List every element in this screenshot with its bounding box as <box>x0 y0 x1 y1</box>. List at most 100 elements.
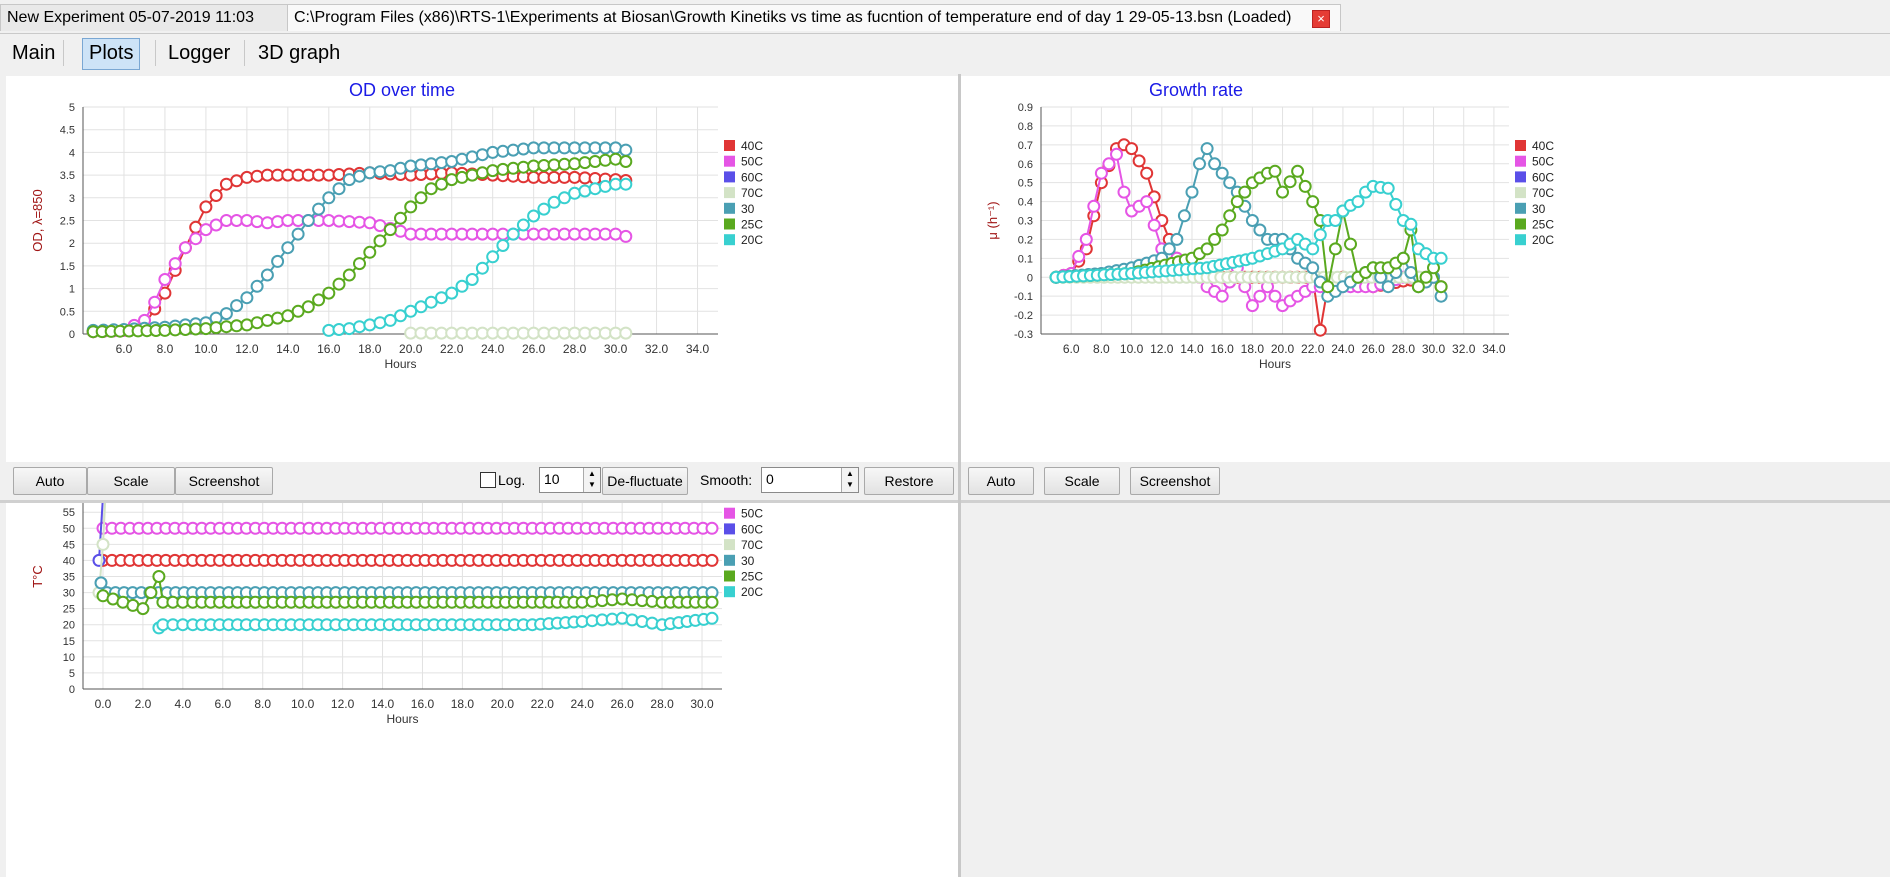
od-over-time-chart: OD over time Hours OD, λ=850 6.0 8.0 10.0 12.0… <box>30 80 763 371</box>
data-point <box>516 218 530 232</box>
data-point <box>260 313 274 327</box>
close-icon[interactable]: × <box>1312 10 1330 28</box>
legend-swatch <box>724 586 735 598</box>
data-point <box>291 227 305 241</box>
legend-swatch <box>1515 234 1526 246</box>
log-base-stepper[interactable]: ▲▼ <box>539 467 601 493</box>
stepper-arrows-icon[interactable]: ▲ ▼ <box>841 468 858 492</box>
menu-main[interactable]: Main <box>12 42 56 64</box>
data-point <box>373 165 387 179</box>
legend-label: 25C <box>1532 218 1554 232</box>
vertical-splitter[interactable] <box>958 74 961 877</box>
x-tick-label: 10.0 <box>291 697 315 711</box>
data-point <box>1079 232 1093 246</box>
data-point <box>537 202 551 216</box>
data-point <box>404 159 418 173</box>
legend-swatch <box>724 554 735 566</box>
x-tick-label: 18.0 <box>358 342 382 356</box>
data-point <box>465 168 479 182</box>
x-tick-label: 12.0 <box>331 697 355 711</box>
data-point <box>1381 181 1395 195</box>
smooth-input[interactable] <box>762 468 828 490</box>
data-point <box>445 173 459 187</box>
y-tick-label: 45 <box>63 539 75 551</box>
data-point <box>230 299 244 313</box>
y-tick-label: 0.5 <box>60 306 75 318</box>
screenshot-button[interactable]: Screenshot <box>1130 467 1220 495</box>
data-point <box>1223 209 1237 223</box>
data-point <box>1419 270 1433 284</box>
data-point <box>96 537 110 551</box>
data-point <box>1200 142 1214 156</box>
x-tick-label: 26.0 <box>1361 342 1385 356</box>
auto-button[interactable]: Auto <box>968 467 1034 495</box>
legend-swatch <box>724 218 735 230</box>
data-point <box>1208 232 1222 246</box>
chart-title: Growth rate <box>1149 80 1243 100</box>
legend-label: 30 <box>1532 202 1546 216</box>
data-point <box>578 184 592 198</box>
data-point <box>1245 299 1259 313</box>
data-point <box>475 148 489 162</box>
x-tick-label: 30.0 <box>604 342 628 356</box>
scale-button[interactable]: Scale <box>1044 467 1120 495</box>
data-point <box>609 152 623 166</box>
smooth-stepper[interactable]: ▲▼ <box>761 467 859 493</box>
data-point <box>332 277 346 291</box>
empty-plot-area <box>961 503 1890 877</box>
x-tick-label: 18.0 <box>1241 342 1265 356</box>
data-point <box>383 164 397 178</box>
menu-divider <box>244 40 245 66</box>
legend-swatch <box>724 539 735 551</box>
horizontal-splitter[interactable] <box>0 500 1890 503</box>
x-tick-label: 24.0 <box>1331 342 1355 356</box>
x-tick-label: 28.0 <box>650 697 674 711</box>
growth-rate-chart-panel: Growth rate Hours μ (h⁻¹) 6.0 8.0 10.0 12.0 14.… <box>961 76 1890 462</box>
menu-plots[interactable]: Plots <box>82 38 141 70</box>
menu-3d-graph[interactable]: 3D graph <box>258 42 341 64</box>
log-checkbox[interactable] <box>480 472 496 488</box>
tab-loaded-experiment[interactable]: C:\Program Files (x86)\RTS-1\Experiments… <box>287 4 1341 31</box>
screenshot-button[interactable]: Screenshot <box>175 467 273 495</box>
x-tick-label: 22.0 <box>1301 342 1325 356</box>
y-tick-label: 40 <box>63 555 75 567</box>
data-point <box>1321 280 1335 294</box>
data-point <box>1162 242 1176 256</box>
data-point <box>199 223 213 237</box>
data-point <box>271 311 285 325</box>
data-point <box>342 268 356 282</box>
de-fluctuate-button[interactable]: De-fluctuate <box>602 467 688 495</box>
y-tick-label: 2 <box>69 238 75 250</box>
legend-swatch <box>724 140 735 151</box>
legend-label: 70C <box>741 538 763 552</box>
legend-label: 60C <box>1532 170 1554 184</box>
x-tick-label: 12.0 <box>235 342 259 356</box>
data-point <box>281 241 295 255</box>
data-point <box>250 279 264 293</box>
legend-label: 50C <box>1532 155 1554 169</box>
tab-new-experiment[interactable]: New Experiment 05-07-2019 11:03 <box>0 4 290 31</box>
data-point <box>527 209 541 223</box>
y-axis-label: T°C <box>30 565 45 588</box>
legend-label: 20C <box>741 233 763 247</box>
data-point <box>1223 176 1237 190</box>
data-point <box>486 250 500 264</box>
data-point <box>394 211 407 225</box>
legend-label: 60C <box>741 170 763 184</box>
y-tick-label: 10 <box>63 652 75 664</box>
data-point <box>455 152 469 166</box>
data-point <box>1389 197 1403 211</box>
auto-button[interactable]: Auto <box>13 467 87 495</box>
scale-button[interactable]: Scale <box>87 467 175 495</box>
menu-divider <box>63 40 64 66</box>
stepper-arrows-icon[interactable]: ▲ ▼ <box>583 468 600 492</box>
x-tick-label: 18.0 <box>451 697 475 711</box>
data-point <box>189 220 203 234</box>
restore-button[interactable]: Restore <box>864 467 954 495</box>
data-point <box>496 162 510 176</box>
log-base-input[interactable] <box>540 468 584 490</box>
data-point <box>1253 223 1267 237</box>
data-point <box>598 179 612 193</box>
legend-label: 40C <box>741 503 763 505</box>
menu-logger[interactable]: Logger <box>168 42 231 64</box>
